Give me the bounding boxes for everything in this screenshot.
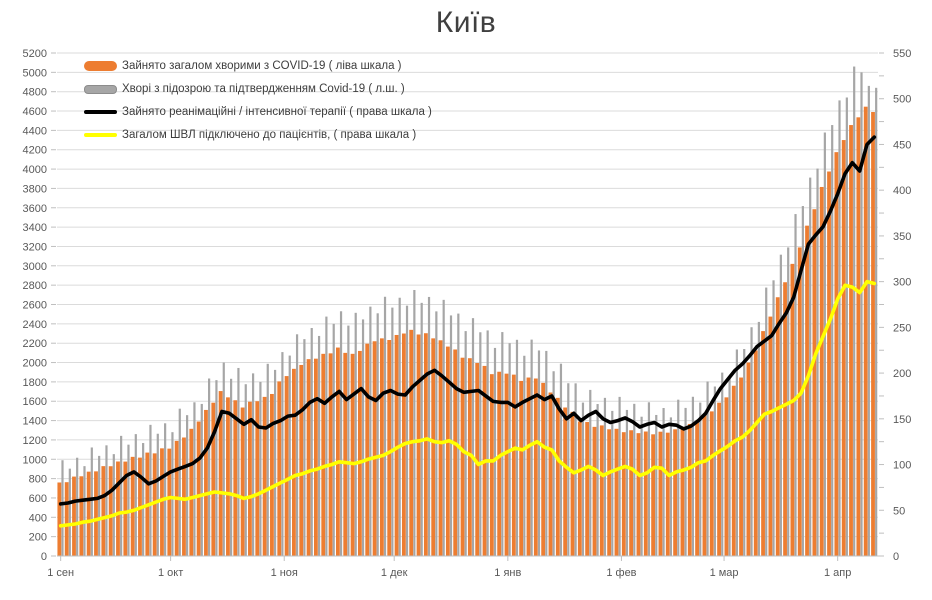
svg-text:1800: 1800 — [23, 377, 47, 389]
svg-text:1 апр: 1 апр — [824, 567, 851, 579]
left-axis-labels: 0 200 400 600 800 1000 1200 1400 1600 1800 2000 220… — [23, 48, 47, 563]
svg-text:1000: 1000 — [23, 454, 47, 466]
svg-text:400: 400 — [893, 185, 911, 197]
svg-text:600: 600 — [29, 493, 47, 505]
svg-text:200: 200 — [893, 368, 911, 380]
svg-text:3200: 3200 — [23, 241, 47, 253]
svg-text:450: 450 — [893, 139, 911, 151]
legend-item-ventilators: Загалом ШВЛ підключено до пацієнтів, ( п… — [84, 127, 432, 143]
svg-text:200: 200 — [29, 532, 47, 544]
svg-text:2600: 2600 — [23, 300, 47, 312]
black-line-swatch-icon — [84, 109, 117, 115]
right-axis-labels: 0 50 100 150 200 250 300 350 400 450 500 550 — [893, 48, 911, 563]
legend-item-icu: Зайнято реанімаційні / інтенсивної терап… — [84, 104, 432, 120]
bars-suspected-confirmed — [61, 66, 878, 557]
svg-text:2000: 2000 — [23, 358, 47, 370]
legend-label: Хворі з підозрою та підтвердженням Covid… — [122, 83, 405, 95]
legend-item-suspected: Хворі з підозрою та підтвердженням Covid… — [84, 81, 432, 97]
svg-text:100: 100 — [893, 460, 911, 472]
line-ventilators — [58, 279, 877, 528]
svg-text:4200: 4200 — [23, 145, 47, 157]
legend-item-occupied: Зайнято загалом хворими з COVID-19 ( лів… — [84, 58, 432, 74]
svg-text:550: 550 — [893, 48, 911, 60]
legend-label: Зайнято загалом хворими з COVID-19 ( лів… — [122, 60, 402, 72]
chart-title: Київ — [435, 6, 497, 39]
svg-text:1200: 1200 — [23, 435, 47, 447]
svg-text:0: 0 — [41, 551, 47, 563]
svg-text:3800: 3800 — [23, 183, 47, 195]
svg-text:350: 350 — [893, 231, 911, 243]
svg-text:5000: 5000 — [23, 67, 47, 79]
svg-text:4600: 4600 — [23, 106, 47, 118]
svg-text:3000: 3000 — [23, 261, 47, 273]
svg-text:4400: 4400 — [23, 125, 47, 137]
legend-label: Зайнято реанімаційні / інтенсивної терап… — [122, 106, 432, 118]
svg-text:1 янв: 1 янв — [494, 567, 521, 579]
svg-text:4000: 4000 — [23, 164, 47, 176]
axes — [51, 52, 884, 561]
svg-text:1 фев: 1 фев — [606, 567, 636, 579]
svg-text:1 окт: 1 окт — [158, 567, 183, 579]
svg-text:2200: 2200 — [23, 338, 47, 350]
svg-text:5200: 5200 — [23, 48, 47, 60]
legend: Зайнято загалом хворими з COVID-19 ( лів… — [84, 58, 432, 143]
svg-text:3600: 3600 — [23, 203, 47, 215]
svg-text:1 дек: 1 дек — [381, 567, 408, 579]
svg-text:1400: 1400 — [23, 416, 47, 428]
bars-occupied-covid — [57, 106, 875, 556]
yellow-line-swatch-icon — [84, 132, 117, 138]
svg-text:50: 50 — [893, 505, 905, 517]
svg-text:3400: 3400 — [23, 222, 47, 234]
svg-text:1600: 1600 — [23, 396, 47, 408]
svg-text:1 сен: 1 сен — [47, 567, 74, 579]
svg-text:1 мар: 1 мар — [710, 567, 739, 579]
svg-text:400: 400 — [29, 512, 47, 524]
svg-text:2400: 2400 — [23, 319, 47, 331]
svg-text:0: 0 — [893, 551, 899, 563]
line-icu — [58, 135, 877, 506]
svg-text:250: 250 — [893, 322, 911, 334]
svg-text:2800: 2800 — [23, 280, 47, 292]
svg-text:150: 150 — [893, 414, 911, 426]
svg-text:4800: 4800 — [23, 87, 47, 99]
svg-text:1 ноя: 1 ноя — [271, 567, 298, 579]
svg-text:800: 800 — [29, 474, 47, 486]
svg-text:300: 300 — [893, 277, 911, 289]
orange-bar-swatch-icon — [84, 61, 117, 71]
x-axis-labels: 1 сен 1 окт 1 ноя 1 дек 1 янв 1 фев 1 мар 1 апр — [47, 567, 851, 579]
legend-label: Загалом ШВЛ підключено до пацієнтів, ( п… — [122, 129, 417, 141]
svg-text:500: 500 — [893, 94, 911, 106]
gray-bar-swatch-icon — [84, 84, 117, 94]
